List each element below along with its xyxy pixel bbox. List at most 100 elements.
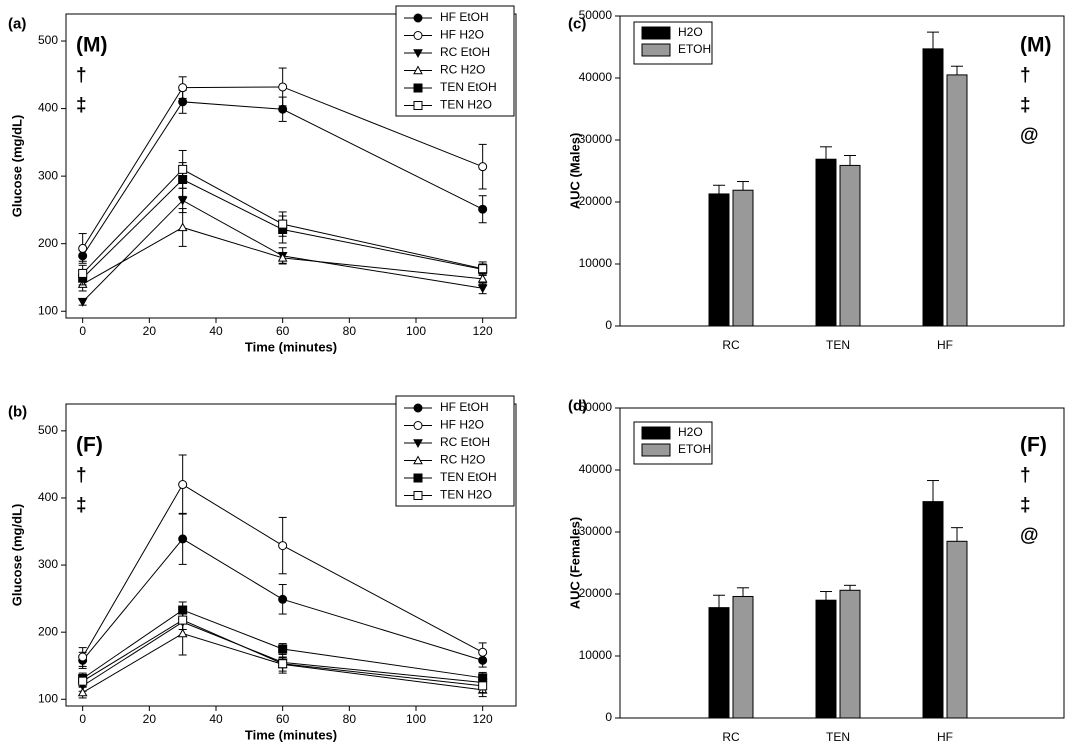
x-tick-label: TEN [826,730,850,744]
legend-box [395,395,515,507]
bar [815,599,837,719]
x-tick-label: RC [722,730,740,744]
annotation: † [76,465,87,486]
bar [839,589,861,719]
legend-marker [413,491,423,500]
series-ten-h2o [78,610,488,694]
x-tick-label: 40 [209,712,223,726]
y-tick-label: 500 [38,423,58,437]
x-tick-label: 80 [343,712,357,726]
y-tick-label: 50000 [579,400,613,414]
data-point [78,652,88,662]
series-line [82,226,483,285]
y-axis-label: Glucose (mg/dL) [10,115,25,218]
y-tick-label: 10000 [579,648,613,662]
data-point [178,615,188,625]
legend-marker [413,13,423,23]
legend-label: TEN EtOH [440,470,497,484]
legend-marker [413,421,423,430]
data-point [77,687,88,697]
bar [922,501,944,719]
x-tick-label: HF [937,338,953,352]
y-tick-label: 300 [38,557,58,571]
series-hf-etoh [78,512,488,669]
y-tick-label: 0 [605,710,612,724]
data-point [278,219,288,229]
data-point [78,268,88,278]
legend-marker [413,49,423,59]
data-point [178,83,188,93]
legend: H2O ETOH [633,421,713,465]
y-tick-label: 500 [38,33,58,47]
legend-swatch [641,443,671,457]
series-line [82,178,483,279]
x-tick-label: 0 [79,324,86,338]
x-tick-label: 20 [143,324,157,338]
bar [946,74,968,327]
series-line [82,538,483,661]
data-point [178,480,188,490]
data-point [278,104,288,114]
legend-swatch [641,26,671,40]
data-point [77,298,88,307]
data-point [278,659,288,669]
legend-box [395,5,515,117]
y-tick-label: 100 [38,691,58,705]
y-tick-label: 30000 [579,132,613,146]
data-point [78,676,88,686]
legend-marker [413,403,423,413]
data-point [278,82,288,92]
data-point [477,273,488,283]
data-point [178,534,188,544]
annotation: (M) [1020,34,1051,57]
data-point [278,541,288,551]
legend-label: HF EtOH [440,10,489,24]
y-tick-label: 300 [38,168,58,182]
annotation: (M) [76,34,107,57]
data-point [178,164,188,174]
legend-swatch [641,426,671,440]
annotation: ‡ [1020,495,1031,516]
x-tick-label: HF [937,730,953,744]
legend-label: TEN EtOH [440,80,497,94]
y-tick-label: 200 [38,624,58,638]
annotation: ‡ [76,495,87,516]
legend-label: HF H2O [440,28,484,42]
annotation: † [1020,465,1031,486]
series-line [82,168,483,274]
x-tick-label: 40 [209,324,223,338]
annotation: (F) [76,434,103,457]
legend-label: H2O [678,425,703,439]
data-point [178,97,188,107]
annotation: (F) [1020,434,1047,457]
x-axis-label: Time (minutes) [245,728,337,743]
legend-marker [413,83,423,93]
annotation: @ [1020,125,1039,146]
y-tick-label: 0 [605,318,612,332]
bar [922,48,944,327]
data-point [277,252,288,262]
y-tick-label: 200 [38,236,58,250]
legend-label: HF EtOH [440,400,489,414]
bar [946,540,968,719]
data-point [478,162,488,172]
series-ten-h2o [78,149,488,283]
chart-panel-b: (b) Glucose (mg/dL) (F) † ‡ 100 200 300 400 500 0 2… [8,395,517,743]
legend-label: TEN H2O [440,488,492,502]
legend-marker [413,439,423,449]
legend-label: RC EtOH [440,45,490,59]
legend: H2O ETOH [633,21,713,65]
y-tick-label: 40000 [579,462,613,476]
y-tick-label: 20000 [579,586,613,600]
series-line [82,199,483,303]
bar [839,164,861,327]
y-tick-label: 30000 [579,524,613,538]
panel-label: (a) [8,15,26,32]
legend-marker [413,65,423,75]
series-line [82,483,483,658]
panel-label: (c) [568,15,586,32]
plot-frame [65,403,517,707]
annotation: ‡ [76,95,87,116]
y-tick-label: 10000 [579,256,613,270]
x-tick-label: 60 [276,324,290,338]
